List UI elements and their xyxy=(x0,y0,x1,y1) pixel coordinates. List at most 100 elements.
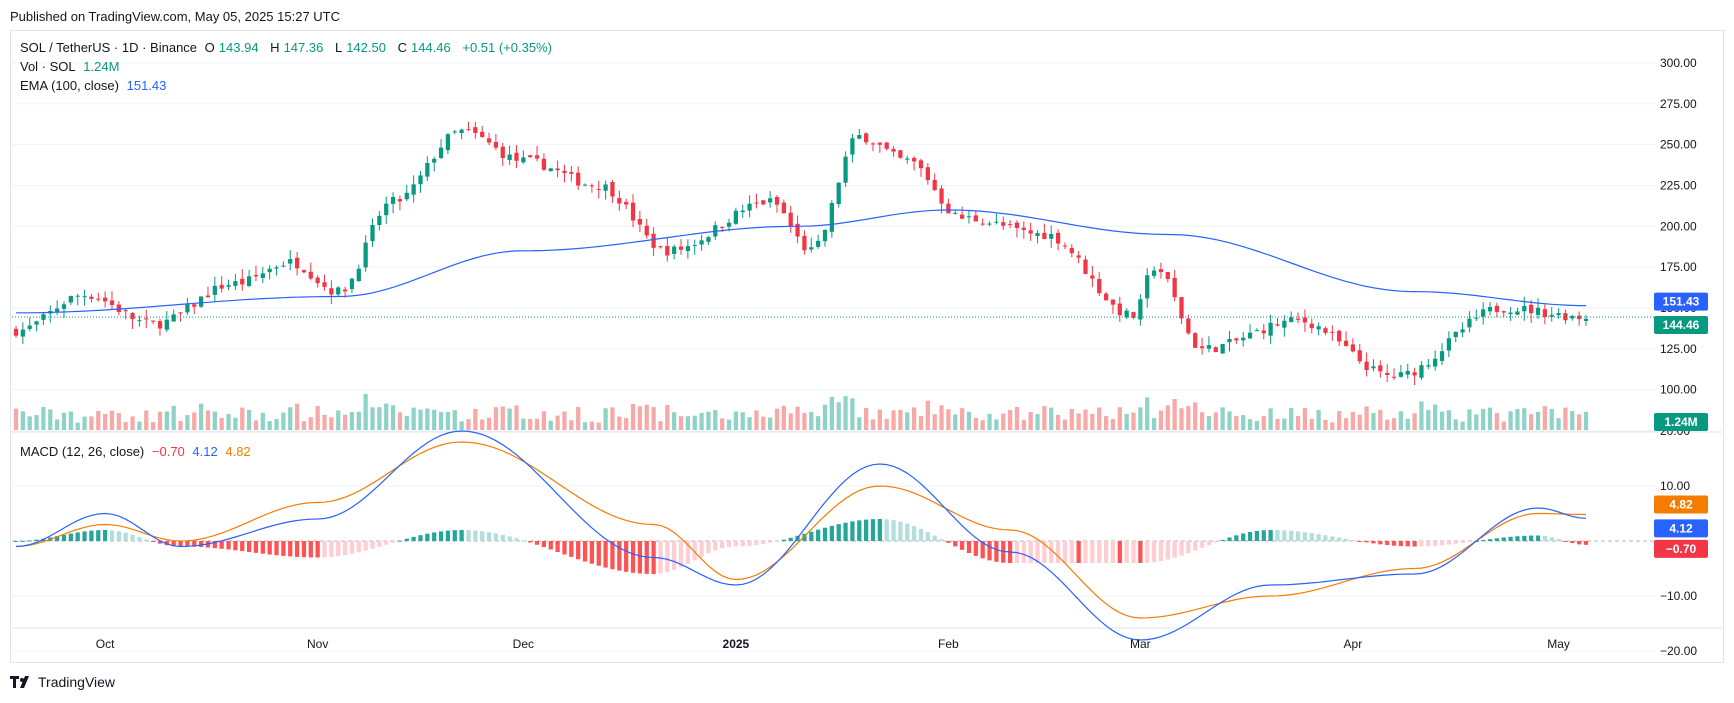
candle-body xyxy=(644,225,649,236)
macd-histogram-bar xyxy=(1398,541,1404,547)
volume-bar xyxy=(994,419,999,430)
candle-body xyxy=(1014,222,1020,229)
candle-body xyxy=(994,221,999,223)
candle-body xyxy=(68,296,73,303)
macd-histogram-bar xyxy=(836,524,841,541)
candle-body xyxy=(1021,227,1026,230)
candlesticks xyxy=(13,121,1589,386)
macd-histogram-bar xyxy=(1165,541,1170,560)
candle-body xyxy=(555,168,560,171)
candle-body xyxy=(1583,318,1589,321)
candle-body xyxy=(466,129,471,131)
macd-histogram-bar xyxy=(1529,535,1534,541)
macd-histogram-bar xyxy=(68,533,73,541)
macd-histogram-bar xyxy=(82,531,87,541)
macd-histogram-bar xyxy=(624,541,629,572)
volume-bar xyxy=(219,417,224,430)
candle-body xyxy=(836,182,841,205)
candle-body xyxy=(1439,351,1445,361)
volume-bar xyxy=(1481,408,1486,430)
macd-histogram-bar xyxy=(246,541,252,552)
macd-histogram-bar xyxy=(1378,541,1383,545)
candle-body xyxy=(384,203,389,216)
candle-body xyxy=(34,321,39,325)
macd-histogram-bar xyxy=(384,541,389,545)
legend-macd[interactable]: MACD (12, 26, close) −0.70 4.12 4.82 xyxy=(20,444,255,459)
macd-histogram-bar xyxy=(740,541,745,547)
candle-body xyxy=(253,274,259,277)
candle-body xyxy=(1522,305,1527,312)
time-axis-label: Apr xyxy=(1344,637,1363,651)
candle-body xyxy=(1083,259,1088,274)
volume-bar xyxy=(836,402,841,430)
volume-bar xyxy=(75,422,80,430)
candle-body xyxy=(507,154,512,160)
volume-bar xyxy=(274,419,279,430)
volume-bar xyxy=(267,421,272,430)
macd-histogram-bar xyxy=(1385,541,1390,546)
volume-bar xyxy=(301,421,307,430)
candle-body xyxy=(1049,234,1054,239)
macd-histogram-bar xyxy=(925,532,930,541)
candle-body xyxy=(102,297,108,302)
volume-bar xyxy=(1110,419,1116,430)
legend-macd-label: MACD (12, 26, close) xyxy=(20,444,145,459)
macd-histogram-bar xyxy=(939,539,944,541)
volume-bar xyxy=(1124,413,1129,430)
close-price-badge: 144.46 xyxy=(1654,315,1708,334)
macd-histogram-bar xyxy=(713,541,718,551)
macd-histogram-bar xyxy=(411,536,416,541)
volume-bar xyxy=(349,411,355,430)
candle-body xyxy=(562,170,567,174)
volume-bar xyxy=(514,405,519,430)
macd-histogram-bar xyxy=(1172,541,1177,558)
candle-body xyxy=(1357,350,1362,362)
candle-body xyxy=(802,235,807,251)
macd-histogram-bar xyxy=(212,541,217,549)
candle-body xyxy=(1227,338,1232,343)
candle-body xyxy=(1289,317,1294,323)
candle-body xyxy=(966,216,972,218)
volume-bar xyxy=(123,422,128,430)
volume-bar xyxy=(89,416,94,430)
volume-bar xyxy=(322,414,327,430)
ema-price-badge: 151.43 xyxy=(1654,292,1708,311)
macd-histogram-bar xyxy=(480,531,485,541)
candle-body xyxy=(1138,299,1143,320)
volume-bar xyxy=(500,406,505,430)
candle-body xyxy=(1460,329,1465,333)
candle-body xyxy=(726,222,732,227)
volume-bar xyxy=(980,420,985,430)
macd-histogram-bar xyxy=(541,541,547,548)
candle-body xyxy=(1213,347,1218,353)
volume-bar xyxy=(768,417,773,430)
candle-body xyxy=(733,210,738,224)
candle-body xyxy=(569,171,574,174)
volume-bar xyxy=(877,409,882,430)
macd-histogram-bar xyxy=(905,523,910,541)
candle-body xyxy=(959,214,965,219)
macd-histogram-bar xyxy=(1213,541,1218,543)
candle-body xyxy=(911,157,917,162)
candle-body xyxy=(1467,318,1472,328)
macd-histogram-bar xyxy=(1337,537,1342,541)
legend-ema[interactable]: EMA (100, close) 151.43 xyxy=(20,78,170,93)
macd-value-badge-text: 4.12 xyxy=(1669,521,1693,535)
volume-bar xyxy=(1556,418,1561,430)
macd-histogram-bar xyxy=(706,541,711,554)
volume-bar xyxy=(843,396,848,430)
candle-body xyxy=(1405,370,1410,375)
candle-body xyxy=(514,152,519,161)
macd-histogram-bar xyxy=(788,537,793,541)
candle-body xyxy=(843,156,848,183)
volume-bar xyxy=(733,411,738,430)
volume-bar xyxy=(596,422,601,430)
macd-histogram-bar xyxy=(781,539,786,541)
volume-bar xyxy=(240,407,245,430)
macd-histogram-bar xyxy=(1083,541,1088,563)
tradingview-logo[interactable]: TradingView xyxy=(10,674,115,690)
legend-volume[interactable]: Vol · SOL 1.24M xyxy=(20,59,123,74)
macd-histogram-bar xyxy=(1261,530,1266,541)
